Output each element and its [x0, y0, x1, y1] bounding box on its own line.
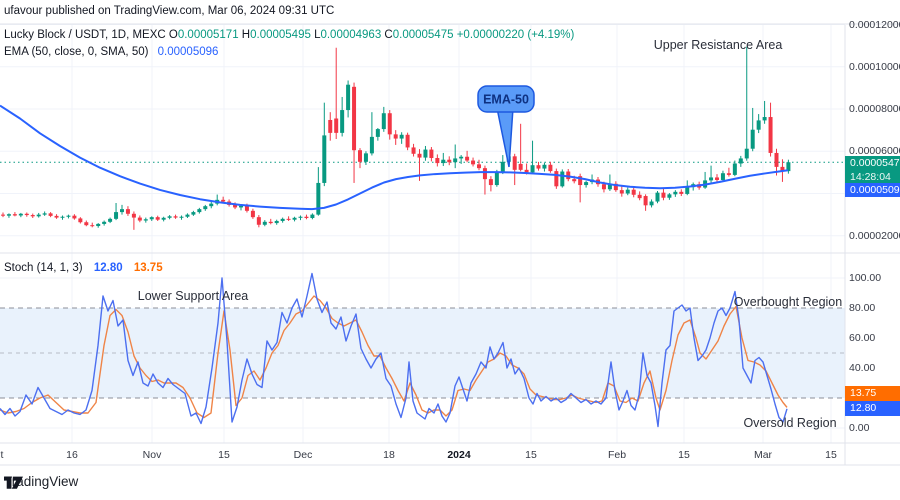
stoch-tick-label: 40.00 [849, 362, 876, 374]
price-tick-label: 0.00010000 [849, 60, 900, 73]
stoch-tick-label: 80.00 [849, 302, 876, 314]
ohlc-label: O [168, 29, 178, 41]
ema-callout[interactable]: EMA-50 [477, 85, 535, 168]
stoch-legend-title: Stoch (14, 1, 3) [4, 262, 83, 274]
symbol-title: Lucky Block / USDT, 1D, MEXC [4, 29, 166, 41]
price-tick-label: 0.00012000 [849, 18, 900, 31]
time-tick-label: 15 [525, 449, 537, 461]
ema-legend-label: EMA (50, close, 0, SMA, 50) [4, 46, 149, 58]
stoch-legend[interactable]: Stoch (14, 1, 3) 12.80 13.75 [4, 262, 163, 274]
change-value: +0.00000220 (+4.19%) [456, 29, 575, 41]
price-tick-label: 0.00002000 [849, 229, 900, 242]
symbol-legend[interactable]: Lucky Block / USDT, 1D, MEXC O0.00005171… [4, 29, 574, 41]
ohlc-label: L [310, 29, 321, 41]
ohlc-values: O0.00005171 H0.00005495 L0.00004963 C0.0… [169, 29, 454, 41]
tradingview-logo-text: TradingView [4, 474, 79, 489]
ohlc-label: H [238, 29, 251, 41]
tradingview-logo[interactable]: TradingView [4, 474, 78, 489]
stoch-d-value: 13.75 [133, 262, 163, 274]
stoch-k-badge: 12.80 [845, 401, 900, 416]
time-tick-label: Nov [142, 449, 162, 461]
price-tick-label: 0.00006000 [849, 145, 900, 158]
time-tick-label: t [0, 449, 4, 461]
stoch-k-value: 12.80 [93, 262, 123, 274]
last-price-badge: 0.00005475 14:28:04 [845, 156, 900, 183]
time-tick-label: 2024 [447, 449, 471, 461]
last-price-value: 0.00005475 [850, 157, 900, 169]
time-tick-label: Mar [753, 449, 773, 461]
ohlc-label: C [381, 29, 393, 41]
stoch-d-line [0, 295, 788, 419]
time-tick-label: 15 [825, 449, 837, 461]
tradingview-logo-icon [4, 476, 23, 489]
candlestick-series [1, 46, 791, 230]
annotation-lower-support[interactable]: Lower Support Area [137, 289, 249, 303]
ema-value-badge: 0.00005096 [845, 183, 900, 197]
time-tick-label: 18 [383, 449, 395, 461]
ohlc-value: 0.00005171 [177, 29, 239, 41]
ema-legend-value: 0.00005096 [157, 46, 219, 58]
time-tick-label: Feb [607, 449, 627, 461]
ohlc-value: 0.00004963 [320, 29, 382, 41]
published-line: ufavour published on TradingView.com, Ma… [4, 5, 335, 17]
ema-legend[interactable]: EMA (50, close, 0, SMA, 50) 0.00005096 [4, 46, 218, 58]
stoch-tick-label: 60.00 [849, 332, 876, 344]
ema-callout-text: EMA-50 [483, 93, 529, 107]
time-tick-label: 15 [218, 449, 230, 461]
time-tick-label: Dec [293, 449, 313, 461]
ohlc-value: 0.00005495 [250, 29, 311, 41]
bar-countdown: 14:28:04 [850, 171, 891, 183]
stoch-k-line [0, 272, 788, 428]
annotation-overbought[interactable]: Overbought Region [733, 295, 843, 309]
price-tick-label: 0.00008000 [849, 103, 900, 115]
time-tick-label: 16 [66, 449, 78, 461]
annotation-upper-resistance[interactable]: Upper Resistance Area [653, 38, 783, 52]
ohlc-value: 0.00005475 [392, 29, 454, 41]
stoch-tick-label: 0.00 [849, 422, 870, 434]
stoch-d-badge: 13.75 [845, 386, 900, 401]
ema50-line[interactable] [0, 104, 789, 211]
annotation-oversold[interactable]: Oversold Region [743, 416, 837, 430]
pane-borders [0, 23, 900, 466]
time-tick-label: 15 [678, 449, 690, 461]
stoch-tick-label: 100.00 [849, 272, 882, 284]
